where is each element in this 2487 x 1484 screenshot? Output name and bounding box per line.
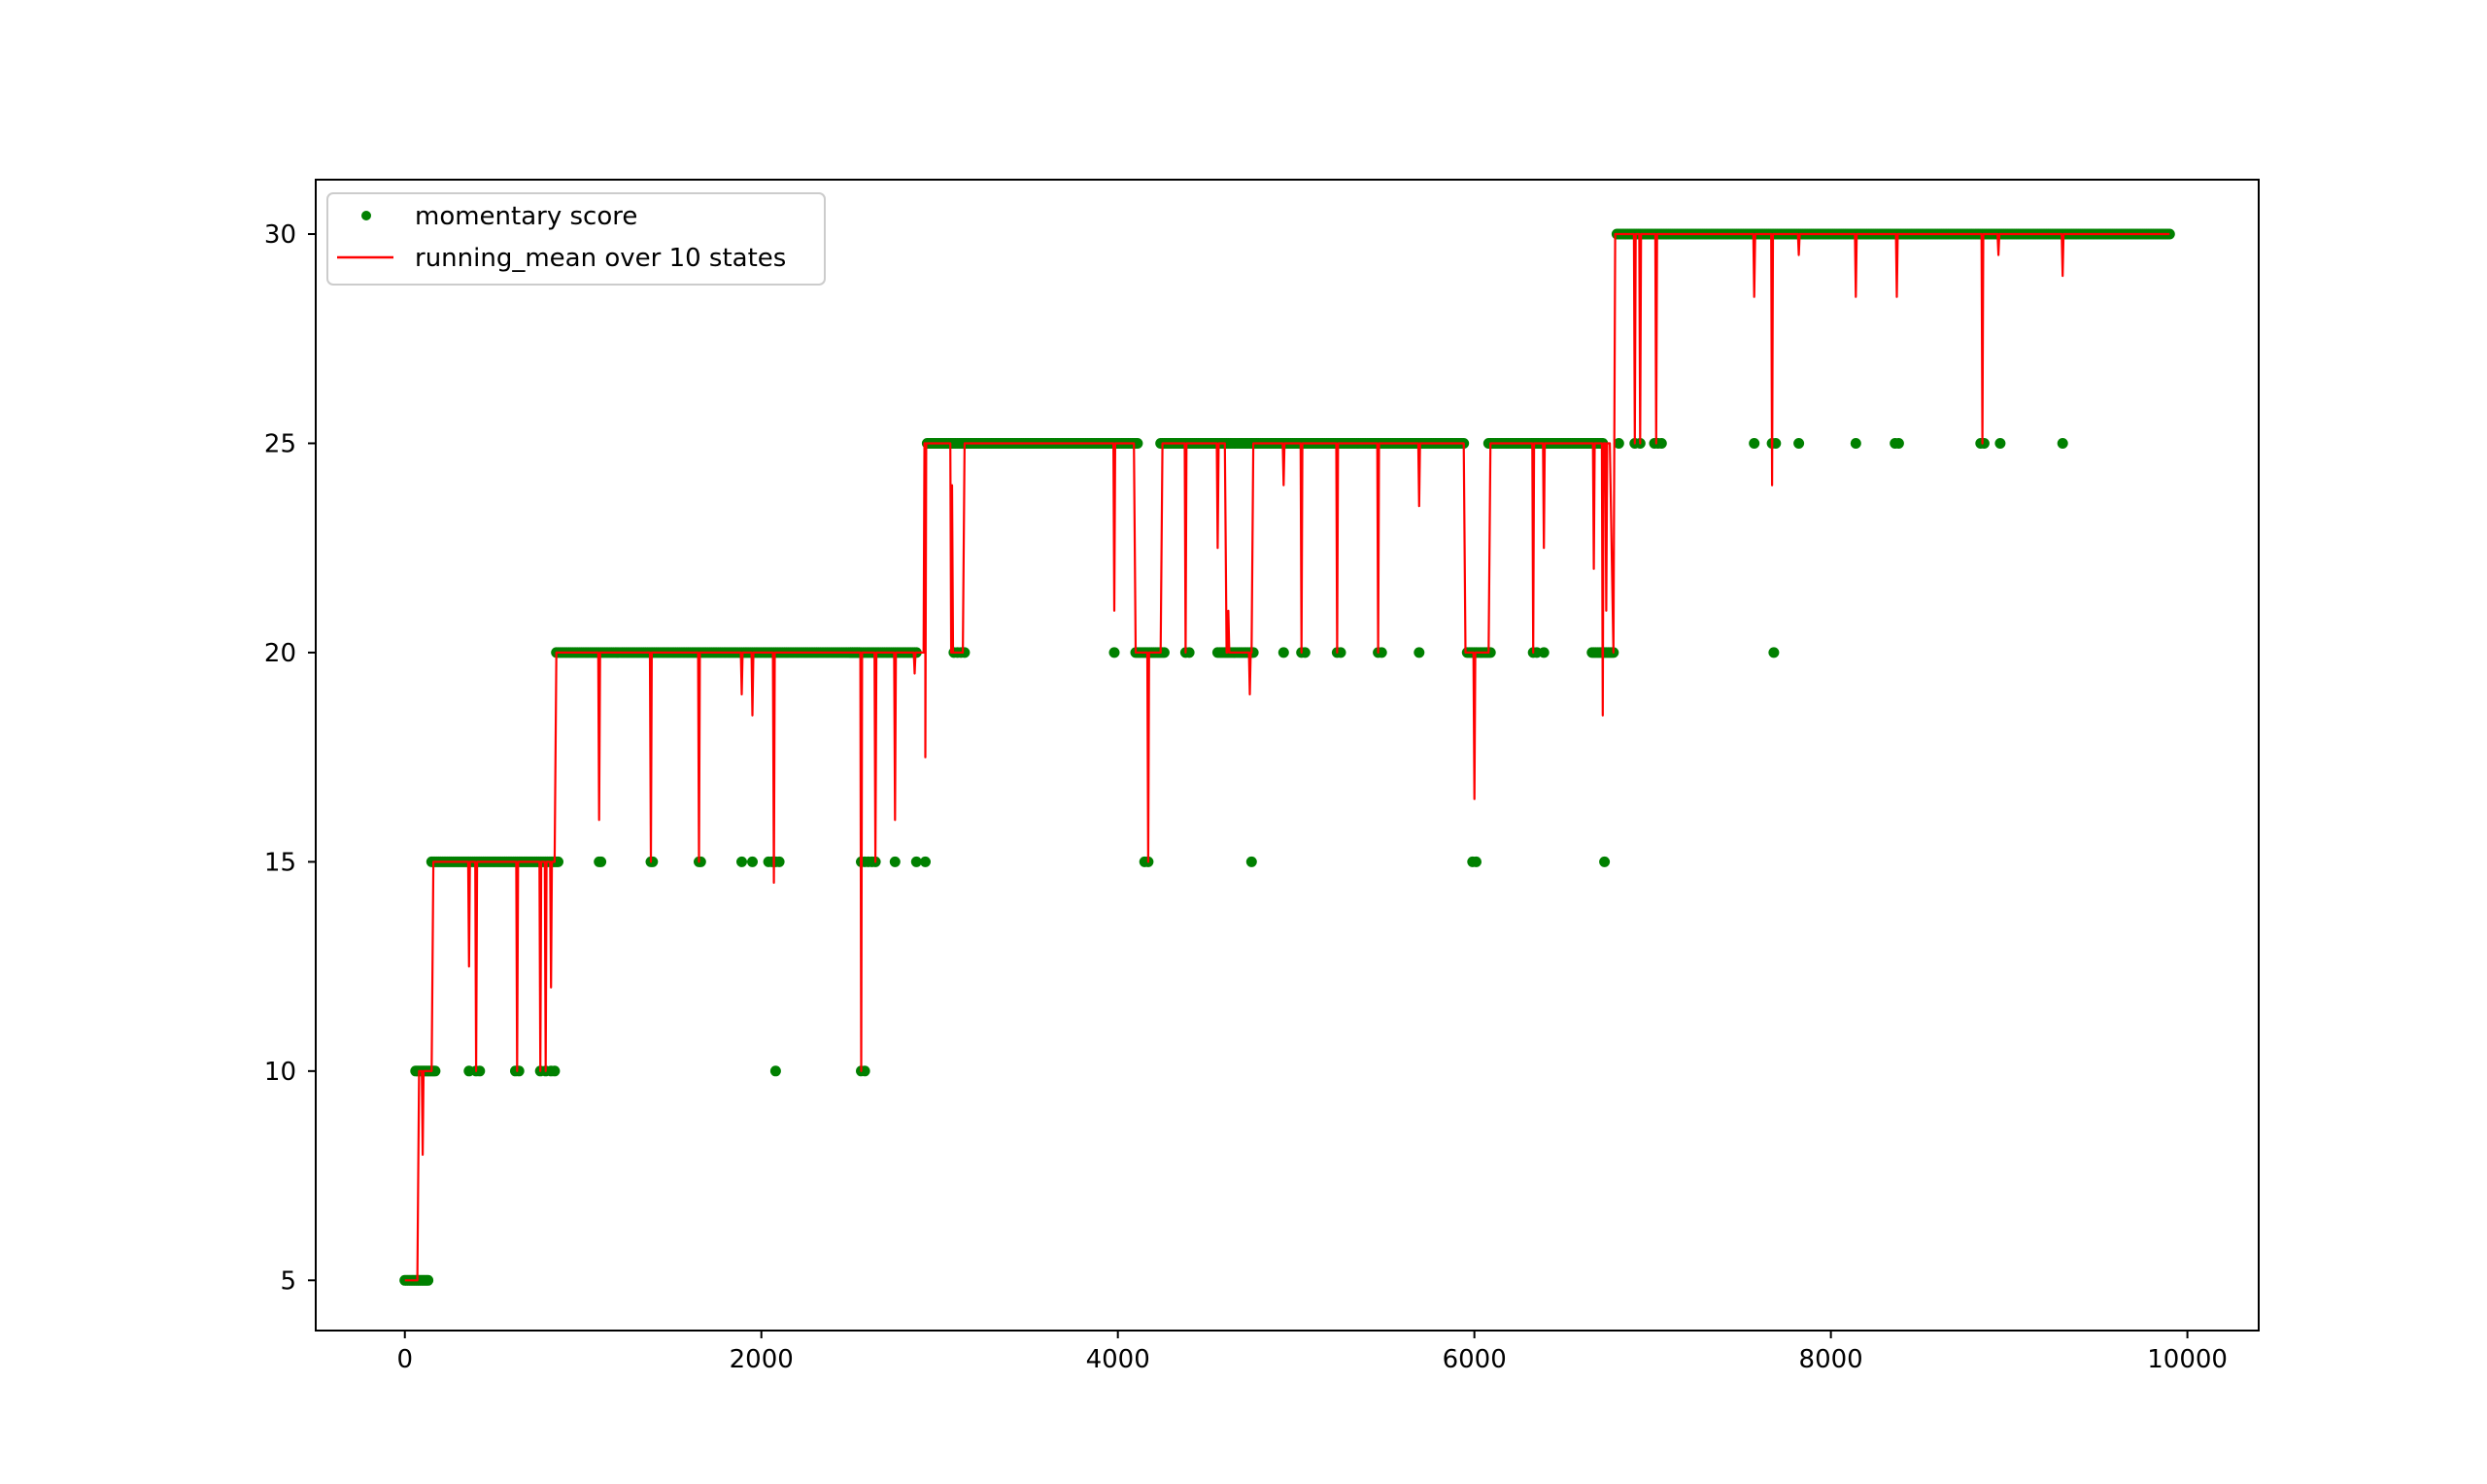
score-point <box>889 856 901 867</box>
score-point <box>1613 438 1624 449</box>
legend-label-running-mean: running_mean over 10 states <box>415 244 786 273</box>
score-point <box>1414 647 1425 658</box>
y-axis: 5 10 15 20 25 30 <box>264 220 316 1296</box>
score-point <box>1768 647 1780 658</box>
score-point <box>769 1065 781 1077</box>
score-point <box>695 856 706 867</box>
axes-frame <box>315 179 2260 1332</box>
x-tick-label: 10000 <box>2147 1345 2228 1374</box>
x-tick-label: 6000 <box>1443 1345 1507 1374</box>
score-point <box>920 856 931 867</box>
legend-box <box>326 192 826 286</box>
score-point <box>1599 856 1611 867</box>
y-tick-label: 15 <box>264 848 296 877</box>
legend-label-momentary-score: momentary score <box>415 202 637 231</box>
x-axis: 0 2000 4000 6000 8000 10000 <box>396 1331 2228 1374</box>
score-point <box>1655 438 1667 449</box>
y-tick-label: 10 <box>264 1058 296 1087</box>
score-point <box>1245 856 1257 867</box>
running-mean-series <box>404 232 2170 1282</box>
x-tick-label: 8000 <box>1799 1345 1863 1374</box>
score-point <box>2057 438 2068 449</box>
score-point <box>773 856 785 867</box>
score-point <box>1892 438 1904 449</box>
plot-area <box>399 228 2175 1286</box>
score-point <box>747 856 758 867</box>
score-point <box>1793 438 1805 449</box>
score-point <box>1108 647 1120 658</box>
legend-marker-momentary-score <box>361 211 371 220</box>
score-point <box>549 1065 561 1077</box>
score-point <box>1978 438 1990 449</box>
score-point <box>596 856 607 867</box>
x-tick-label: 0 <box>396 1345 413 1374</box>
score-point <box>1538 647 1550 658</box>
y-tick-label: 5 <box>280 1266 296 1296</box>
score-point <box>1278 647 1289 658</box>
score-point <box>1749 438 1760 449</box>
y-tick-label: 25 <box>264 429 296 458</box>
score-point <box>910 856 922 867</box>
score-point <box>647 856 659 867</box>
score-point <box>736 856 747 867</box>
score-point <box>423 1274 434 1286</box>
score-point <box>1850 438 1861 449</box>
score-point <box>1471 856 1482 867</box>
x-tick-label: 4000 <box>1086 1345 1150 1374</box>
running-mean-line <box>404 232 2170 1282</box>
legend: momentary score running_mean over 10 sta… <box>326 192 826 286</box>
y-tick-label: 20 <box>264 639 296 668</box>
score-point <box>513 1065 525 1077</box>
score-point <box>1994 438 2006 449</box>
y-tick-label: 30 <box>264 220 296 250</box>
x-tick-label: 2000 <box>730 1345 794 1374</box>
